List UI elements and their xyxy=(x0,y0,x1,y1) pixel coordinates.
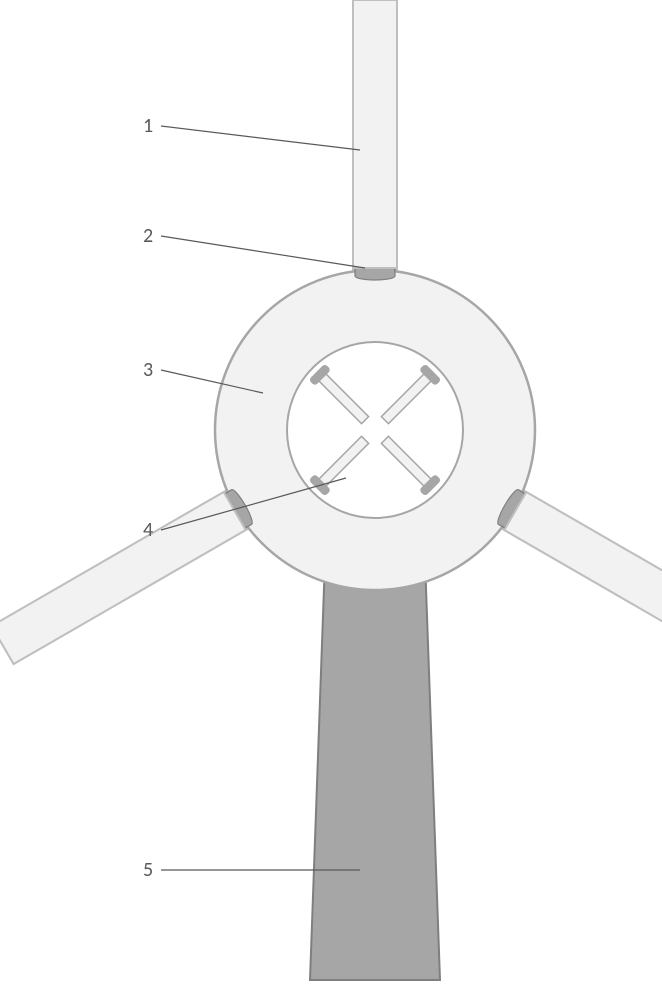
callout-label-1: 1 xyxy=(143,116,153,136)
inner-ring xyxy=(287,342,463,518)
leader-l2 xyxy=(161,236,365,268)
tower xyxy=(310,560,440,980)
callout-label-4: 4 xyxy=(143,520,153,540)
leader-l1 xyxy=(161,126,360,150)
diagram-svg xyxy=(0,0,662,1000)
callout-label-5: 5 xyxy=(143,860,153,880)
callout-label-2: 2 xyxy=(143,226,153,246)
diagram-canvas xyxy=(0,0,662,1000)
callout-label-3: 3 xyxy=(143,360,153,380)
